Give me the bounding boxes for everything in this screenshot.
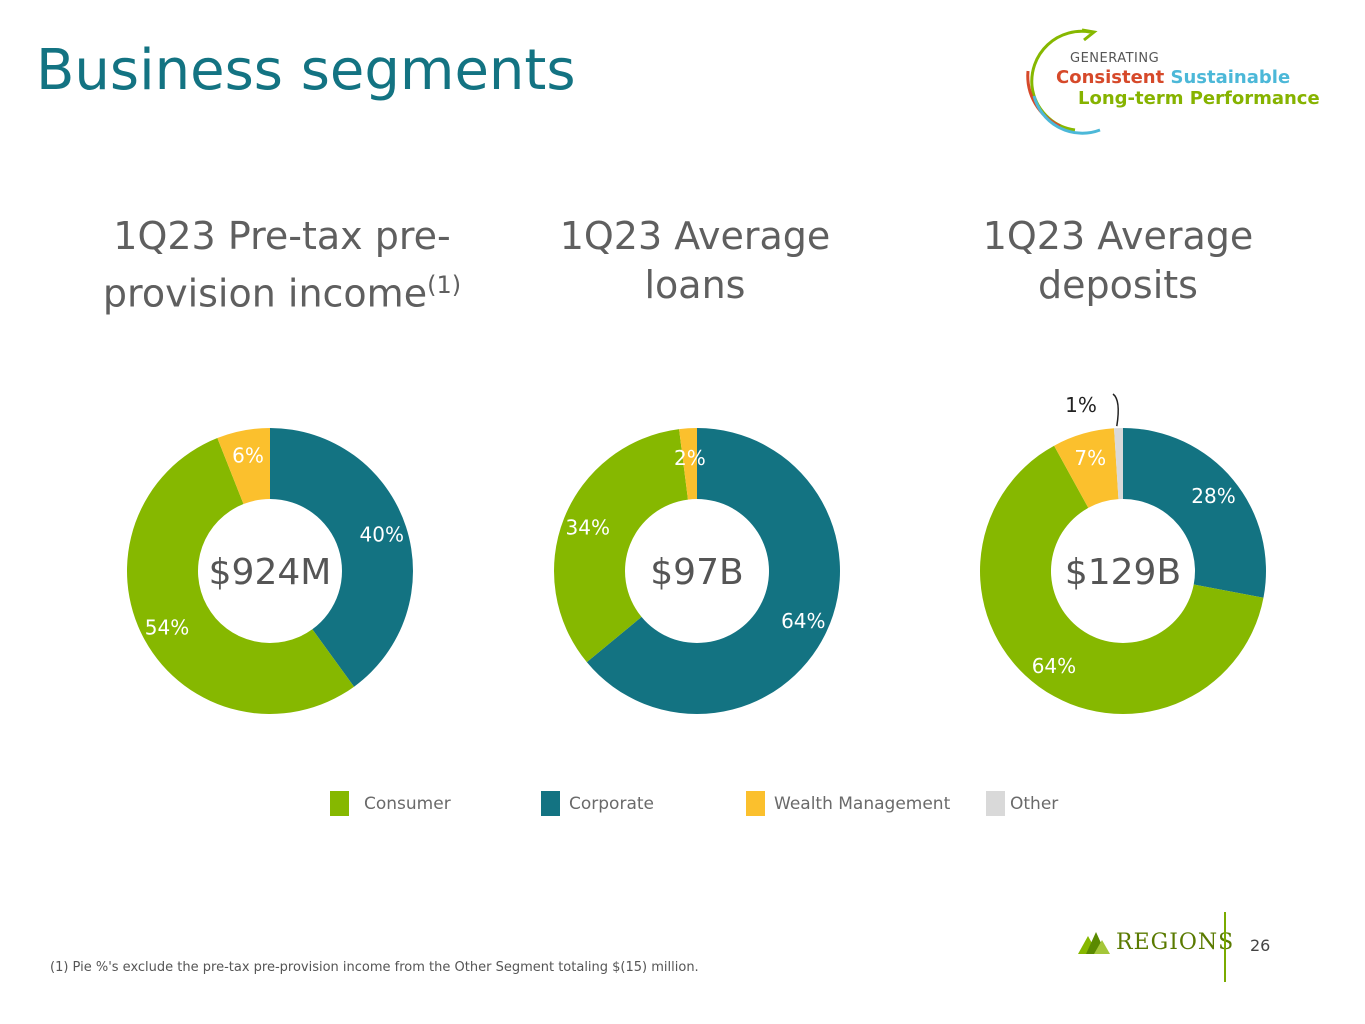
- regions-logo: REGIONS: [1076, 928, 1233, 958]
- donut-svg-deposits: 28% 64% 7% 1% $129B: [980, 393, 1266, 714]
- logo-consistent: Consistent: [1056, 67, 1165, 88]
- leader-line-other: [1112, 393, 1119, 427]
- legend-swatch-consumer: [330, 791, 349, 816]
- logo-sustainable: Sustainable: [1170, 67, 1291, 88]
- legend-swatch-wealth-management: [746, 791, 765, 816]
- page-title: Business segments: [36, 38, 576, 103]
- footer-divider: [1224, 912, 1226, 982]
- page-number: 26: [1250, 936, 1271, 955]
- data-label-corporate: 28%: [1191, 484, 1235, 508]
- logo-long-term: Long-term Performance: [1078, 88, 1320, 109]
- slice-consumer: [554, 429, 688, 663]
- legend-label-other: Other: [1010, 794, 1059, 814]
- regions-triangle-icon: [1078, 932, 1110, 954]
- slice-consumer: [980, 445, 1264, 714]
- slice-corporate: [1123, 428, 1266, 598]
- donut-chart-ppi: 40% 54% 6% $924M: [70, 380, 470, 740]
- chart-title-loans: 1Q23 Average loans: [495, 212, 895, 310]
- donut-chart-loans: 64% 34% 2% $97B: [497, 380, 897, 740]
- slice-wealth-management: [679, 428, 697, 500]
- regions-wordmark: REGIONS: [1116, 930, 1235, 955]
- chart-title-ppi-line2: provision income: [102, 271, 428, 316]
- chart-title-ppi-footnote-ref: (1): [427, 271, 462, 299]
- donut-chart-deposits: 28% 64% 7% 1% $129B: [923, 380, 1323, 740]
- data-label-consumer: 34%: [566, 516, 610, 540]
- slice-wealth-management: [217, 428, 270, 505]
- data-label-consumer: 54%: [145, 616, 189, 640]
- chart-title-loans-line2: loans: [644, 263, 746, 307]
- legend-label-wealth-management: Wealth Management: [774, 794, 951, 814]
- data-label-wealth-management: 2%: [674, 446, 706, 470]
- footnote: (1) Pie %'s exclude the pre-tax pre-prov…: [50, 960, 699, 975]
- chart-title-ppi-line1: 1Q23 Pre-tax pre-: [113, 214, 451, 258]
- legend-swatch-other: [986, 791, 1005, 816]
- slice-wealth-management: [1054, 428, 1119, 508]
- data-label-consumer: 64%: [1032, 654, 1076, 678]
- data-label-corporate: 40%: [360, 523, 404, 547]
- logo-tagline: Consistent Sustainable: [1056, 67, 1290, 88]
- logo-generating: GENERATING: [1070, 51, 1160, 66]
- data-label-other: 1%: [1065, 393, 1097, 417]
- center-total-label: $97B: [650, 552, 743, 593]
- slice-consumer: [126, 438, 355, 714]
- legend-label-corporate: Corporate: [569, 794, 654, 814]
- center-total-label: $924M: [209, 552, 332, 593]
- legend-swatch-corporate: [541, 791, 560, 816]
- slice-corporate: [270, 428, 413, 687]
- center-total-label: $129B: [1065, 552, 1181, 593]
- chart-title-deposits-line1: 1Q23 Average: [982, 214, 1254, 258]
- legend-label-consumer: Consumer: [364, 794, 451, 814]
- chart-title-deposits-line2: deposits: [1038, 263, 1198, 307]
- chart-title-ppi: 1Q23 Pre-tax pre- provision income(1): [82, 212, 482, 319]
- donut-svg-ppi: 40% 54% 6% $924M: [126, 428, 413, 714]
- chart-title-deposits: 1Q23 Average deposits: [918, 212, 1318, 310]
- data-label-wealth-management: 6%: [232, 444, 264, 468]
- donut-svg-loans: 64% 34% 2% $97B: [554, 428, 840, 714]
- arc-arrow-icon: [1026, 28, 1101, 135]
- generating-performance-logo: GENERATING Consistent Sustainable Long-t…: [1020, 26, 1320, 136]
- chart-title-loans-line1: 1Q23 Average: [559, 214, 831, 258]
- data-label-wealth-management: 7%: [1074, 446, 1106, 470]
- slice-corporate: [586, 428, 840, 714]
- data-label-corporate: 64%: [781, 609, 825, 633]
- slice-other: [1114, 428, 1123, 500]
